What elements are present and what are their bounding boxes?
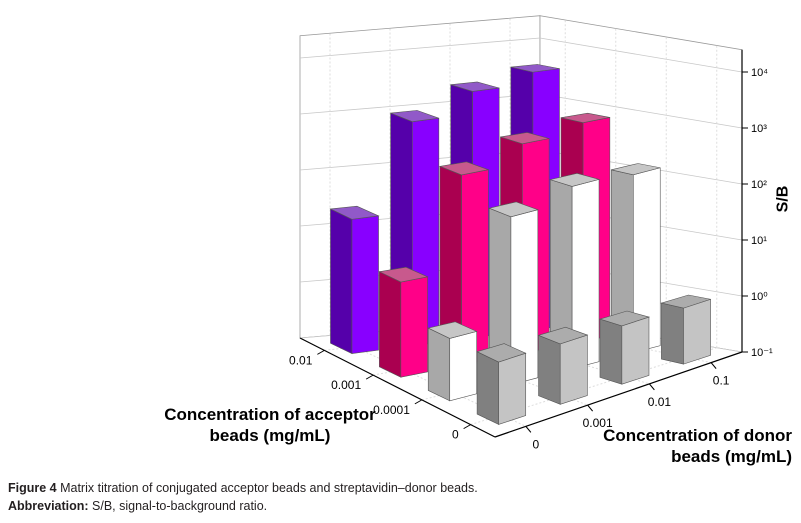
bar-right-face	[621, 316, 650, 385]
floor-gridline	[470, 347, 717, 426]
z-tick-label: 10³	[751, 123, 767, 135]
donor-axis-line	[494, 351, 743, 438]
donor-tick	[525, 426, 532, 433]
bar-right-face	[449, 330, 477, 402]
acceptor-axis-title: Concentration of acceptor beads (mg/mL)	[150, 404, 390, 446]
z-tick-label: 10²	[751, 179, 767, 191]
bar-acceptor-0-donor-0.01	[598, 310, 651, 385]
donor-axis-title-line2: beads (mg/mL)	[671, 447, 792, 466]
abbreviation-text: S/B, signal-to-background ratio.	[88, 499, 268, 513]
acceptor-tick-label: 0	[452, 428, 459, 442]
bar-right-face	[498, 352, 527, 425]
figure-text: Matrix titration of conjugated acceptor …	[56, 481, 478, 495]
acceptor-tick-label: 0.001	[331, 378, 361, 392]
bar-acceptor-0.001-donor-0.001	[438, 161, 490, 366]
bar-top-face	[438, 161, 490, 176]
bar-right-face	[351, 215, 379, 354]
z-tick-label: 10¹	[751, 235, 767, 247]
donor-axis-title-line1: Concentration of donor	[603, 426, 792, 445]
bar-left-face	[427, 327, 451, 402]
bar-acceptor-0.0001-donor-0.001	[488, 201, 539, 386]
bar-acceptor-0.01-donor-0	[329, 205, 380, 355]
z-gridline	[299, 37, 743, 73]
bar-left-face	[476, 351, 499, 425]
abbreviation-label: Abbreviation:	[8, 499, 89, 513]
bar-top-face	[329, 205, 380, 220]
bar-top-face	[488, 201, 539, 218]
bar-acceptor-0.0001-donor-0	[427, 321, 478, 402]
bar-top-face	[476, 343, 527, 363]
bar-right-face	[559, 334, 588, 405]
bar-top-face	[611, 163, 661, 176]
figure-label: Figure 4	[8, 481, 57, 495]
bar-top-face	[598, 310, 651, 327]
abbreviation-note: Abbreviation: S/B, signal-to-background …	[8, 499, 267, 513]
z-axis-title: S/B	[774, 185, 792, 213]
bar-top-face	[378, 266, 429, 283]
acceptor-tick	[463, 424, 471, 430]
acceptor-tick	[414, 399, 423, 405]
donor-tick	[587, 404, 594, 412]
bar-top-face	[500, 132, 550, 145]
bar-top-face	[427, 321, 478, 339]
bar-left-face	[379, 271, 402, 378]
donor-tick	[648, 383, 655, 391]
bar-top-face	[660, 294, 711, 309]
donor-tick-label: 0.1	[713, 374, 730, 388]
acceptor-tick	[317, 349, 325, 355]
bar-left-face	[661, 302, 684, 365]
acceptor-tick-label: 0.01	[289, 353, 313, 367]
donor-axis-title: Concentration of donor beads (mg/mL)	[520, 425, 792, 467]
acceptor-tick-label: 0.0001	[373, 403, 410, 417]
bar-acceptor-0.0001-donor-0.01	[549, 173, 601, 370]
acceptor-axis-line	[299, 337, 496, 438]
bar-top-face	[549, 173, 601, 187]
donor-tick-label: 0.01	[648, 395, 672, 409]
acceptor-axis-title-line1: Concentration of acceptor	[164, 405, 376, 424]
z-tick-label: 10⁰	[751, 291, 768, 303]
acceptor-axis-title-line2: beads (mg/mL)	[209, 426, 331, 445]
bar-acceptor-0.001-donor-0	[378, 266, 429, 378]
figure-caption: Figure 4 Matrix titration of conjugated …	[8, 481, 478, 495]
z-tick-label: 10⁴	[751, 67, 768, 79]
donor-tick	[710, 362, 717, 369]
donor-tick-label: 0	[533, 437, 540, 451]
bar-right-face	[683, 298, 711, 365]
bar-acceptor-0.0001-donor-0.1	[610, 163, 661, 354]
bar-top-face	[510, 64, 560, 73]
bar-top-face	[537, 326, 589, 345]
bar-acceptor-0-donor-0.001	[537, 326, 589, 405]
acceptor-tick	[365, 374, 374, 380]
bar-top-face	[390, 110, 439, 122]
bar-top-face	[560, 112, 610, 123]
donor-tick-label: 0.001	[583, 416, 613, 430]
bar-right-face	[400, 276, 428, 378]
bar-acceptor-0-donor-0.1	[660, 294, 711, 365]
bar-left-face	[538, 334, 561, 405]
bar-left-face	[599, 318, 623, 385]
bar-left-face	[330, 208, 353, 355]
bar-acceptor-0-donor-0	[476, 343, 527, 425]
z-tick-label: 10⁻¹	[751, 347, 773, 359]
bar-top-face	[450, 81, 500, 92]
